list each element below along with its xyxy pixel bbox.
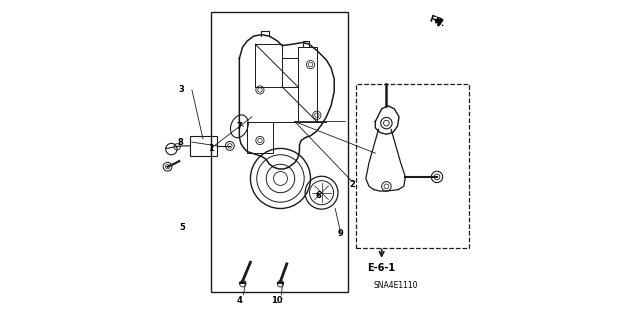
- Text: 7: 7: [237, 122, 242, 131]
- Bar: [356, 84, 468, 248]
- Bar: [211, 12, 348, 292]
- Text: SNA4E1110: SNA4E1110: [374, 281, 418, 291]
- Text: 4: 4: [236, 296, 243, 305]
- Text: 6: 6: [316, 191, 321, 200]
- Text: 9: 9: [338, 229, 344, 238]
- Text: 2: 2: [349, 180, 355, 189]
- Text: 8: 8: [178, 137, 184, 147]
- Text: 3: 3: [178, 85, 184, 94]
- Text: 10: 10: [271, 296, 283, 305]
- Text: FR.: FR.: [428, 15, 446, 29]
- Text: 1: 1: [208, 144, 214, 153]
- Bar: [190, 136, 217, 156]
- Text: E-6-1: E-6-1: [367, 263, 396, 273]
- Text: 5: 5: [179, 223, 186, 232]
